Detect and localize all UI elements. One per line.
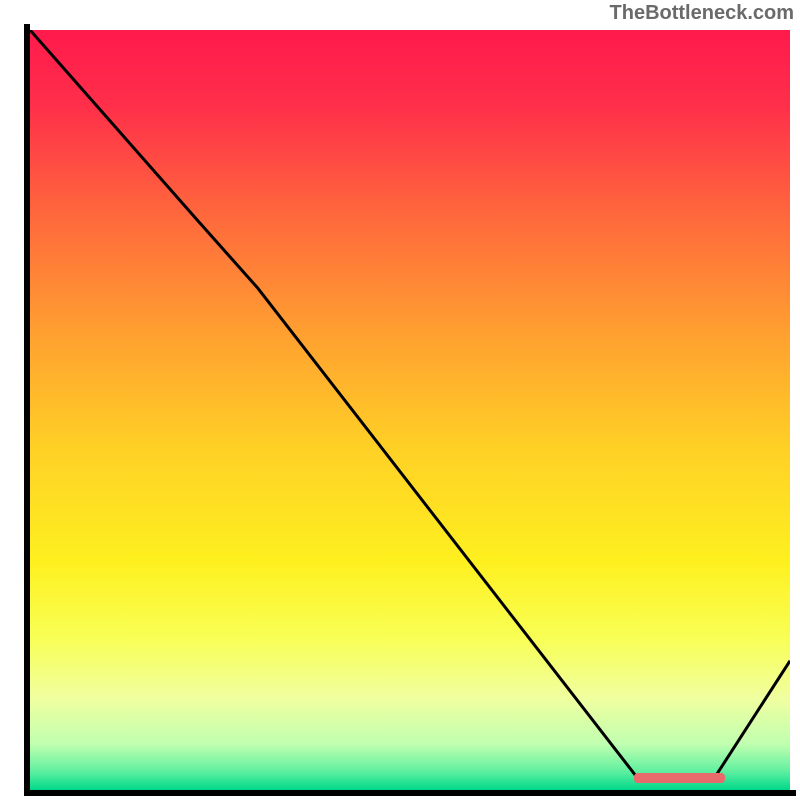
watermark-text: TheBottleneck.com (610, 2, 794, 25)
plot-area (30, 30, 790, 790)
axis-bottom (24, 790, 796, 796)
optimum-marker (634, 773, 725, 783)
axis-left (24, 24, 30, 796)
bottleneck-curve (30, 30, 790, 790)
